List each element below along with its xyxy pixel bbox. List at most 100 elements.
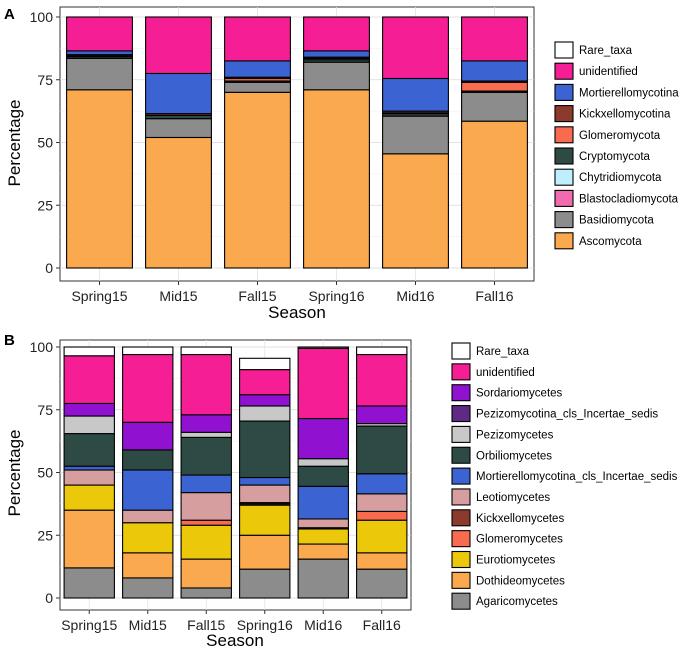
bar-segment-leotiomycetes-fall15 — [180, 492, 232, 521]
bar-segment-mortierellomycotina-mid16 — [382, 77, 449, 112]
legend-swatch-mortierellomycotina-cls-incertae-sedis — [451, 467, 471, 485]
bar-segment-mortierellomycotina-cls-incertae-sedis-mid15 — [122, 469, 174, 511]
bar-segment-unidentified-mid16 — [297, 347, 349, 420]
legend-swatch-kickxellomycetes — [451, 509, 471, 527]
x-tick-label-mid15: Mid15 — [129, 617, 167, 633]
bar-segment-leotiomycetes-fall16 — [356, 493, 408, 512]
y-tick-label-75: 75 — [37, 72, 53, 88]
legend-a: Rare_taxa unidentified Mortierellomycotina… — [554, 41, 679, 250]
x-tick-label-fall15: Fall15 — [187, 617, 225, 633]
bar-segment-orbiliomycetes-mid16 — [297, 465, 349, 487]
legend-item-dothideomycetes: Dothideomycetes — [451, 571, 565, 589]
bar-segment-eurotiomycetes-fall16 — [356, 519, 408, 554]
legend-item-unidentified: unidentified — [451, 363, 535, 381]
bar-segment-pezizomycetes-fall15 — [180, 431, 232, 438]
x-tick-label-fall15: Fall15 — [238, 288, 276, 304]
bar-segment-unidentified-mid16 — [382, 16, 449, 80]
bar-segment-dothideomycetes-fall16 — [356, 552, 408, 570]
bar-segment-ascomycota-spring15 — [66, 89, 133, 269]
y-axis-a: 0 25 50 75 100 — [30, 9, 60, 276]
legend-item-glomeromycota: Glomeromycota — [554, 126, 661, 144]
legend-label-glomeromycetes: Glomeromycetes — [476, 534, 563, 546]
bar-segment-mortierellomycotina-cls-incertae-sedis-fall16 — [356, 473, 408, 495]
bar-segment-dothideomycetes-mid15 — [122, 552, 174, 579]
legend-swatch-unidentified — [451, 363, 471, 381]
chart-panel-a: A 0 25 50 75 100 Spring15 Mid15 Fall15 Spring16… — [4, 6, 679, 322]
y-tick-label-25: 25 — [37, 197, 53, 213]
legend-swatch-pezizomycetes — [451, 425, 471, 443]
bar-segment-agaricomycetes-spring15 — [63, 567, 115, 599]
bar-segment-eurotiomycetes-mid15 — [122, 522, 174, 554]
legend-item-cryptomycota: Cryptomycota — [554, 147, 651, 165]
legend-swatch-rare-taxa — [451, 342, 471, 360]
bar-segment-ascomycota-mid16 — [382, 153, 449, 269]
panel-label-b: B — [4, 332, 15, 349]
legend-item-glomeromycetes: Glomeromycetes — [451, 530, 563, 548]
bar-segment-mortierellomycotina-fall16 — [461, 60, 528, 82]
y-axis-b: 0 25 50 75 100 — [30, 339, 60, 606]
legend-label-agaricomycetes: Agaricomycetes — [476, 596, 558, 608]
bar-segment-sordariomycetes-spring16 — [239, 394, 291, 407]
legend-label-leotiomycetes: Leotiomycetes — [476, 492, 550, 504]
bar-segment-unidentified-fall16 — [461, 16, 528, 62]
y-tick-label-0: 0 — [45, 260, 53, 276]
bar-segment-rare-taxa-spring16 — [239, 357, 291, 371]
bar-segment-basidiomycota-mid16 — [382, 115, 449, 155]
legend-label-eurotiomycetes: Eurotiomycetes — [476, 555, 556, 567]
legend-label-kickxellomycotina: Kickxellomycotina — [579, 109, 671, 121]
bar-segment-sordariomycetes-fall16 — [356, 405, 408, 425]
legend-swatch-sordariomycetes — [451, 384, 471, 402]
bar-segment-unidentified-mid15 — [145, 16, 212, 75]
legend-b: Rare_taxa unidentified Sordariomycetes Pezi… — [451, 342, 678, 610]
y-axis-title-b: Percentage — [5, 430, 24, 517]
bar-segment-rare-taxa-mid16 — [297, 346, 349, 349]
legend-swatch-orbiliomycetes — [451, 446, 471, 464]
legend-swatch-agaricomycetes — [451, 592, 471, 610]
bar-segment-mortierellomycotina-cls-incertae-sedis-spring16 — [239, 476, 291, 486]
x-tick-label-mid15: Mid15 — [159, 288, 197, 304]
bar-segment-unidentified-fall15 — [180, 353, 232, 416]
legend-label-ascomycota: Ascomycota — [579, 236, 642, 248]
legend-item-sordariomycetes: Sordariomycetes — [451, 384, 563, 402]
legend-label-blastocladiomycota: Blastocladiomycota — [579, 193, 679, 205]
legend-swatch-kickxellomycotina — [554, 105, 574, 123]
chart-panel-b: B 0 25 50 75 100 Spring15 Mid15 Fall15 Spring16… — [4, 332, 678, 650]
legend-label-pezizomycotina-cls-incertae-sedis: Pezizomycotina_cls_Incertae_sedis — [476, 409, 658, 421]
bar-segment-basidiomycota-fall16 — [461, 91, 528, 122]
bar-segment-mortierellomycotina-mid15 — [145, 72, 212, 115]
bar-segment-orbiliomycetes-spring16 — [239, 420, 291, 479]
legend-swatch-leotiomycetes — [451, 488, 471, 506]
y-tick-label-100: 100 — [30, 339, 54, 355]
bar-segment-rare-taxa-fall15 — [180, 346, 232, 356]
bar-segment-dothideomycetes-mid16 — [297, 543, 349, 560]
bar-segment-agaricomycetes-mid15 — [122, 577, 174, 599]
legend-item-chytridiomycota: Chytridiomycota — [554, 168, 662, 186]
legend-label-glomeromycota: Glomeromycota — [579, 130, 661, 142]
bar-segment-sordariomycetes-spring15 — [63, 402, 115, 417]
bar-segment-ascomycota-spring16 — [303, 89, 370, 269]
bar-segment-unidentified-mid15 — [122, 353, 174, 423]
y-tick-label-0: 0 — [45, 590, 53, 606]
bar-segment-pezizomycetes-spring16 — [239, 405, 291, 422]
legend-item-kickxellomycotina: Kickxellomycotina — [554, 105, 671, 123]
legend-swatch-glomeromycetes — [451, 530, 471, 548]
bar-segment-unidentified-spring15 — [63, 355, 115, 405]
x-tick-label-mid16: Mid16 — [396, 288, 434, 304]
bar-segment-agaricomycetes-spring16 — [239, 568, 291, 599]
bar-segment-sordariomycetes-fall15 — [180, 414, 232, 433]
legend-item-ascomycota: Ascomycota — [554, 232, 642, 250]
legend-swatch-pezizomycotina-cls-incertae-sedis — [451, 404, 471, 423]
bar-segment-mortierellomycotina-cls-incertae-sedis-spring15 — [63, 465, 115, 471]
legend-item-pezizomycotina-cls-incertae-sedis: Pezizomycotina_cls_Incertae_sedis — [451, 404, 658, 423]
legend-swatch-glomeromycota — [554, 126, 574, 144]
legend-label-cryptomycota: Cryptomycota — [579, 151, 651, 163]
bar-segment-glomeromycetes-fall15 — [180, 519, 232, 526]
bar-segment-unidentified-spring16 — [303, 16, 370, 52]
bar-segment-ascomycota-mid15 — [145, 136, 212, 269]
legend-label-rare-taxa: Rare_taxa — [579, 45, 633, 57]
bar-segment-agaricomycetes-fall16 — [356, 568, 408, 599]
legend-swatch-eurotiomycetes — [451, 550, 471, 569]
bar-segment-leotiomycetes-spring15 — [63, 469, 115, 486]
bar-segment-mortierellomycotina-fall15 — [224, 60, 291, 78]
